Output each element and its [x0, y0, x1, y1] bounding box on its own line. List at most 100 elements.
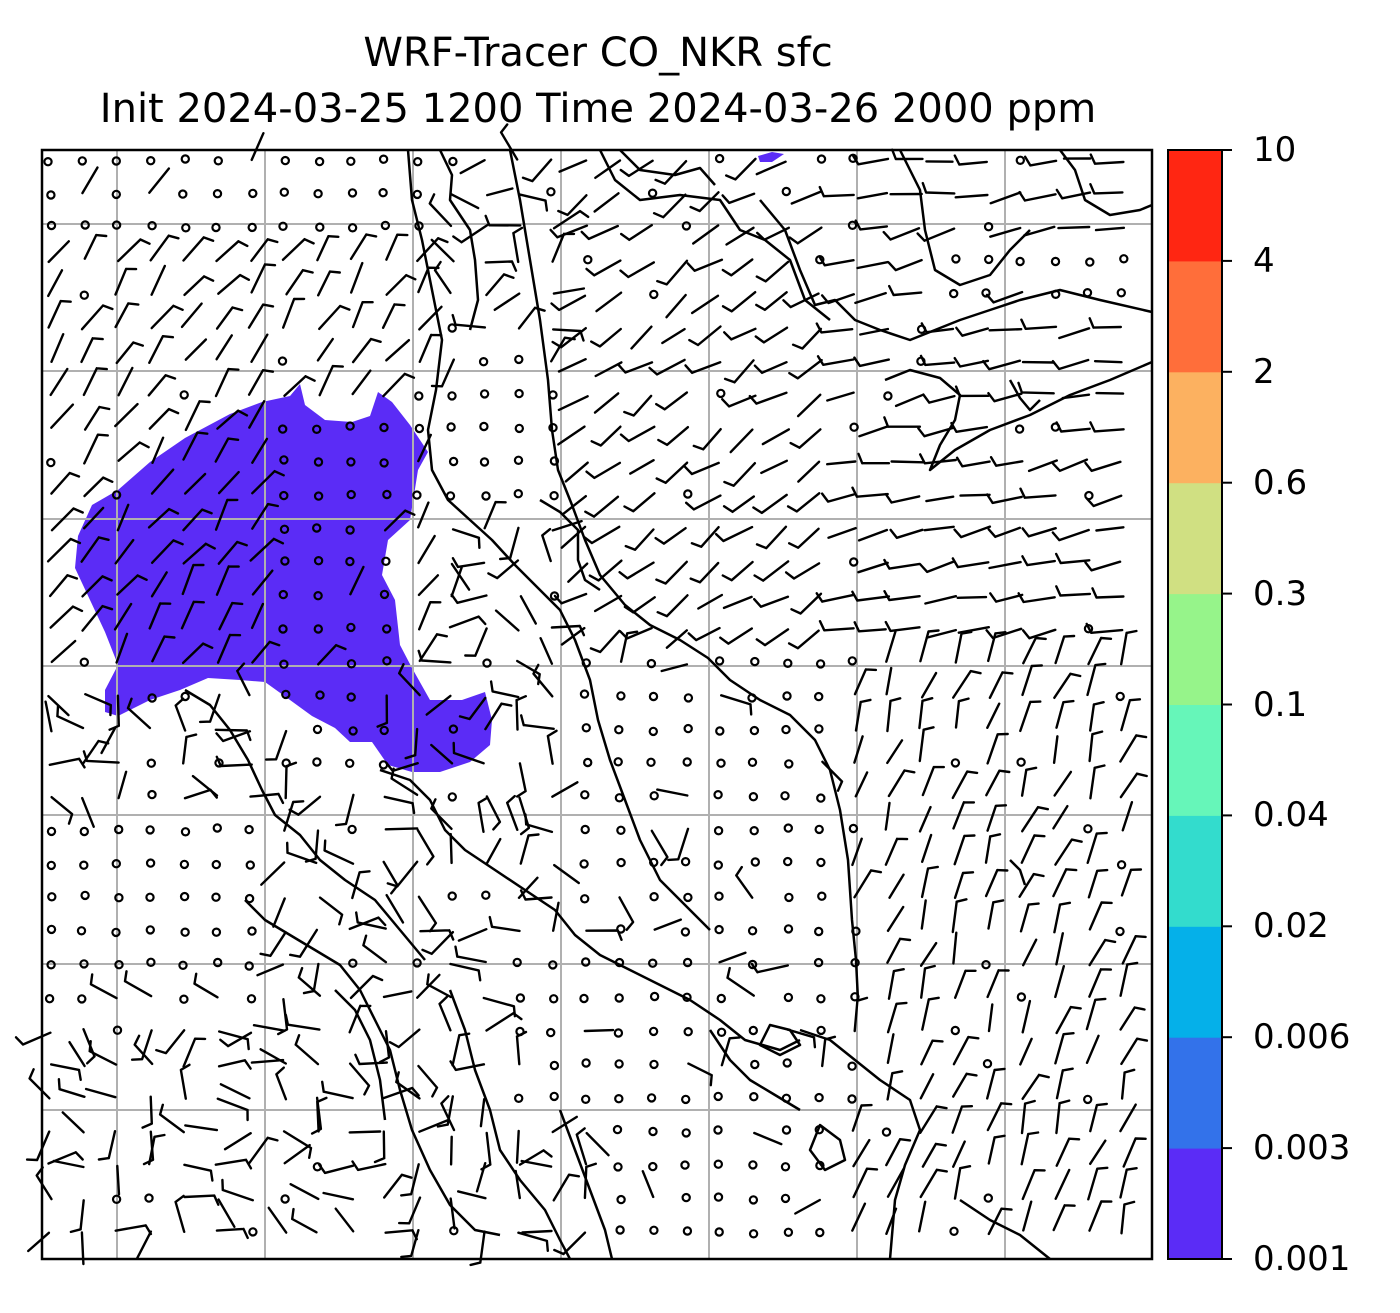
calm-wind-circle — [1083, 824, 1093, 834]
calm-wind-circle — [680, 927, 691, 937]
calm-wind-circle — [279, 659, 289, 669]
calm-wind-circle — [781, 1125, 792, 1135]
calm-wind-circle — [681, 1128, 691, 1138]
colorbar-segment — [1168, 593, 1222, 705]
wind-barb — [46, 537, 82, 563]
wind-barb — [952, 931, 958, 965]
wind-barb — [886, 1070, 904, 1101]
wind-barb — [580, 224, 619, 241]
calm-wind-circle — [412, 958, 422, 968]
wind-barb — [126, 697, 152, 730]
calm-wind-circle — [749, 725, 760, 736]
wind-barb — [553, 1231, 587, 1256]
calm-wind-circle — [783, 823, 794, 833]
wind-barb — [925, 628, 957, 639]
wind-barb — [459, 159, 486, 175]
wind-barb — [489, 680, 520, 699]
wind-barb — [1023, 155, 1058, 167]
wind-barb — [259, 1048, 287, 1065]
calm-wind-circle — [378, 187, 388, 198]
wind-barb — [283, 1143, 311, 1165]
wind-barb — [595, 291, 623, 313]
wind-barb — [953, 1165, 972, 1200]
calm-wind-circle — [648, 1161, 658, 1172]
calm-wind-circle — [847, 656, 858, 666]
wind-barb — [518, 796, 531, 836]
wind-barb — [1055, 699, 1075, 729]
wind-barb — [885, 666, 893, 696]
wind-barb — [987, 1207, 1013, 1236]
wind-barb — [50, 403, 75, 429]
wind-barb — [854, 771, 869, 798]
calm-wind-circle — [1116, 288, 1127, 298]
wind-barb — [385, 761, 419, 773]
calm-wind-circle — [614, 1093, 624, 1104]
wind-barb — [919, 941, 938, 967]
wind-barb — [619, 425, 656, 443]
wind-barb — [484, 260, 518, 272]
wind-barb — [551, 781, 579, 798]
calm-wind-circle — [279, 490, 289, 501]
wind-barb — [182, 236, 215, 262]
calm-wind-circle — [46, 860, 57, 871]
wind-barb — [297, 966, 322, 997]
calm-wind-circle — [346, 489, 356, 500]
calm-wind-circle — [147, 693, 157, 703]
calm-wind-circle — [379, 422, 389, 433]
wind-barb — [815, 592, 855, 603]
calm-wind-circle — [277, 356, 288, 366]
wind-barb — [794, 1198, 821, 1215]
wind-barb — [921, 833, 933, 863]
wind-barb — [259, 931, 287, 957]
wind-barb — [216, 1097, 249, 1122]
wind-barb — [398, 1196, 422, 1225]
calm-wind-circle — [646, 658, 657, 669]
calm-wind-circle — [814, 1124, 825, 1135]
calm-wind-circle — [581, 957, 591, 967]
calm-wind-circle — [312, 757, 322, 767]
colorbar-segment — [1168, 260, 1222, 373]
wind-barb — [661, 327, 686, 345]
wind-barb — [553, 592, 588, 605]
wind-barb — [720, 1036, 741, 1067]
wind-barb — [553, 863, 580, 885]
wind-barb — [886, 905, 905, 932]
calm-wind-circle — [179, 859, 190, 870]
calm-wind-circle — [683, 892, 693, 903]
calm-wind-circle — [983, 1193, 994, 1203]
wind-barb — [985, 627, 1023, 640]
wind-barb — [151, 635, 176, 663]
wind-barb — [117, 770, 128, 800]
calm-wind-circle — [646, 1093, 657, 1103]
calm-wind-circle — [581, 658, 592, 668]
map-panel — [14, 123, 1154, 1267]
wind-barb — [788, 527, 820, 549]
wind-barb — [919, 560, 955, 574]
wind-barb — [50, 639, 77, 664]
wind-barb — [384, 827, 419, 831]
wind-barb — [882, 227, 921, 241]
wind-barb — [251, 437, 269, 464]
wind-barb — [684, 361, 722, 374]
calm-wind-circle — [313, 556, 324, 566]
calm-wind-circle — [314, 156, 325, 167]
calm-wind-circle — [312, 523, 322, 533]
wind-barb — [1019, 902, 1040, 933]
calm-wind-circle — [212, 188, 223, 199]
wind-barb — [721, 560, 754, 582]
wind-barb — [454, 945, 487, 964]
wind-barb — [57, 1078, 86, 1098]
calm-wind-circle — [849, 557, 859, 567]
wind-barb — [788, 358, 823, 380]
wind-barb — [853, 869, 883, 899]
calm-wind-circle — [211, 222, 221, 233]
wind-barb — [1061, 393, 1091, 400]
calm-wind-circle — [211, 859, 221, 870]
wind-barb — [594, 159, 622, 179]
wind-barb — [692, 428, 722, 451]
wind-barb — [147, 507, 180, 529]
calm-wind-circle — [616, 691, 626, 701]
wind-barb — [184, 1124, 219, 1132]
calm-wind-circle — [683, 489, 693, 499]
wind-barb — [116, 503, 130, 532]
